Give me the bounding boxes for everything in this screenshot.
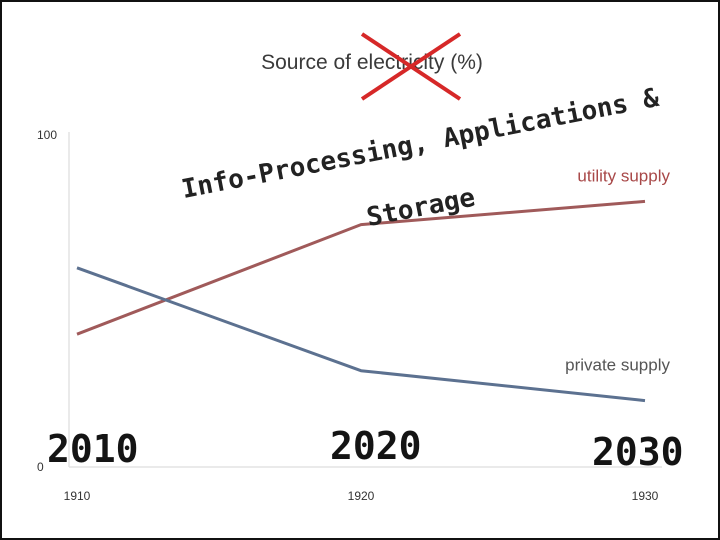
x-tick-label: 1930 <box>632 489 659 503</box>
x-tick-label: 1910 <box>64 489 91 503</box>
strike-through-cross <box>360 32 462 101</box>
year-label-2030: 2030 <box>592 430 684 474</box>
y-tick-label: 100 <box>37 128 57 142</box>
series-line-private <box>76 266 646 403</box>
year-label-2020: 2020 <box>330 424 422 468</box>
y-tick-label: 0 <box>37 460 44 474</box>
year-label-2010: 2010 <box>47 427 139 471</box>
series-label: private supply <box>565 356 670 375</box>
series-line-utility <box>76 199 646 336</box>
series-label: utility supply <box>577 166 670 185</box>
chart-title: Source of electricity (%) <box>261 51 483 74</box>
x-tick-label: 1920 <box>348 489 375 503</box>
